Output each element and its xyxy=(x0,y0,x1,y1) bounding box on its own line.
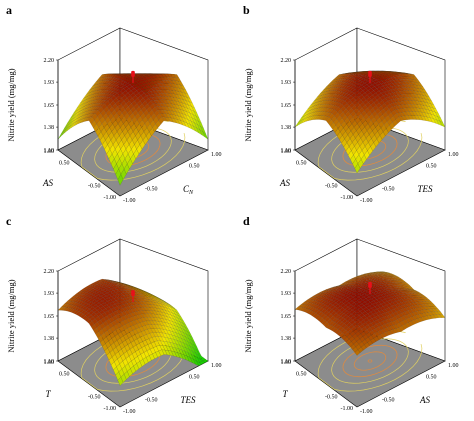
max-point-marker xyxy=(368,281,372,294)
z-tick-label: 1.65 xyxy=(281,314,292,320)
z-tick-label: 1.10 xyxy=(44,359,55,365)
y-tick-label: 1.00 xyxy=(281,149,292,155)
z-tick-label: 2.20 xyxy=(44,269,55,275)
x-tick-label: 1.00 xyxy=(448,152,459,158)
x-axis-title: TES xyxy=(180,395,196,405)
z-tick-label: 1.93 xyxy=(281,80,292,86)
z-tick-label: 2.20 xyxy=(44,58,55,64)
panel-letter: d xyxy=(243,214,250,228)
surface-cell xyxy=(354,349,361,356)
z-tick-label: 1.65 xyxy=(44,314,55,320)
contour-center xyxy=(367,359,373,363)
max-point-marker xyxy=(131,70,135,83)
z-tick-label: 1.10 xyxy=(44,148,55,154)
panel-letter: b xyxy=(243,3,250,17)
y-tick-label: -1.00 xyxy=(104,406,117,412)
z-tick-label: 1.93 xyxy=(44,80,55,86)
z-axis-title: Nitrite yield (mg/mg) xyxy=(243,279,253,352)
z-tick-label: 1.38 xyxy=(281,336,292,342)
panel-d: 2.20 1.93 1.65 1.38 1.10 Nitrite yield (mg/mg… xyxy=(243,214,459,415)
panel-a: 2.20 1.93 1.65 1.38 1.10 Nitrite yield (mg/mg… xyxy=(6,3,222,204)
panel-c: 2.20 1.93 1.65 1.38 1.10 Nitrite yield (mg/mg… xyxy=(6,214,222,415)
z-axis-title: Nitrite yield (mg/mg) xyxy=(243,68,253,141)
x-tick-label: 1.00 xyxy=(211,152,222,158)
z-tick-label: 1.65 xyxy=(44,103,55,109)
y-tick-label: -1.00 xyxy=(341,406,354,412)
y-axis-title: T xyxy=(45,389,51,399)
x-tick-label: -1.00 xyxy=(123,409,136,415)
x-tick-label: -1.00 xyxy=(360,198,373,204)
x-tick-label: 0.50 xyxy=(189,164,200,170)
x-tick-label: 1.00 xyxy=(448,363,459,369)
x-axis-title: AS xyxy=(419,395,430,405)
x-tick-label: -0.50 xyxy=(382,187,395,193)
panel-b: 2.20 1.93 1.65 1.38 1.10 Nitrite yield (mg/mg… xyxy=(243,3,459,204)
contour-line xyxy=(353,351,387,371)
panel-letter: a xyxy=(6,3,12,17)
x-axis-title: TES xyxy=(417,184,433,194)
z-axis-title: Nitrite yield (mg/mg) xyxy=(6,279,16,352)
z-tick-label: 2.20 xyxy=(281,269,292,275)
z-tick-label: 1.93 xyxy=(281,291,292,297)
y-tick-label: 1.00 xyxy=(44,149,55,155)
x-tick-label: 0.50 xyxy=(426,375,437,381)
y-tick-label: 0.50 xyxy=(296,372,307,378)
surface-cell xyxy=(117,376,124,386)
x-tick-label: 0.50 xyxy=(426,164,437,170)
z-tick-label: 2.20 xyxy=(281,58,292,64)
x-tick-label: -0.50 xyxy=(145,398,158,404)
y-tick-label: 0.50 xyxy=(59,161,70,167)
x-tick-label: 0.50 xyxy=(189,375,200,381)
panel-letter: c xyxy=(6,214,12,228)
y-axis-title: T xyxy=(282,389,288,399)
z-tick-label: 1.93 xyxy=(44,291,55,297)
surface-cell xyxy=(117,174,124,186)
response-surface xyxy=(57,73,209,186)
y-tick-label: 1.00 xyxy=(281,360,292,366)
y-tick-label: -1.00 xyxy=(341,195,354,201)
z-tick-label: 1.65 xyxy=(281,103,292,109)
x-tick-label: -1.00 xyxy=(123,198,136,204)
response-surface xyxy=(57,279,209,386)
response-surface xyxy=(294,271,446,356)
y-tick-label: -1.00 xyxy=(104,195,117,201)
x-tick-label: -0.50 xyxy=(382,398,395,404)
z-axis-title: Nitrite yield (mg/mg) xyxy=(6,68,16,141)
surface-cell xyxy=(354,163,361,174)
y-axis-title: AS xyxy=(279,178,290,188)
x-tick-label: -0.50 xyxy=(145,187,158,193)
z-tick-label: 1.38 xyxy=(44,336,55,342)
x-tick-label: -1.00 xyxy=(360,409,373,415)
y-tick-label: -0.50 xyxy=(88,184,101,190)
y-tick-label: -0.50 xyxy=(325,395,338,401)
y-tick-label: -0.50 xyxy=(325,184,338,190)
max-point-marker xyxy=(368,70,372,83)
contour-line xyxy=(342,344,398,378)
x-tick-label: 1.00 xyxy=(211,363,222,369)
y-axis-title: AS xyxy=(42,178,53,188)
x-axis-title: CN xyxy=(183,184,194,196)
y-tick-label: 1.00 xyxy=(44,360,55,366)
y-tick-label: -0.50 xyxy=(88,395,101,401)
y-tick-label: 0.50 xyxy=(59,372,70,378)
max-point-marker xyxy=(131,290,135,303)
response-surface xyxy=(294,70,446,174)
z-tick-label: 1.38 xyxy=(281,125,292,131)
z-tick-label: 1.10 xyxy=(281,148,292,154)
y-tick-label: 0.50 xyxy=(296,161,307,167)
z-tick-label: 1.38 xyxy=(44,125,55,131)
z-tick-label: 1.10 xyxy=(281,359,292,365)
